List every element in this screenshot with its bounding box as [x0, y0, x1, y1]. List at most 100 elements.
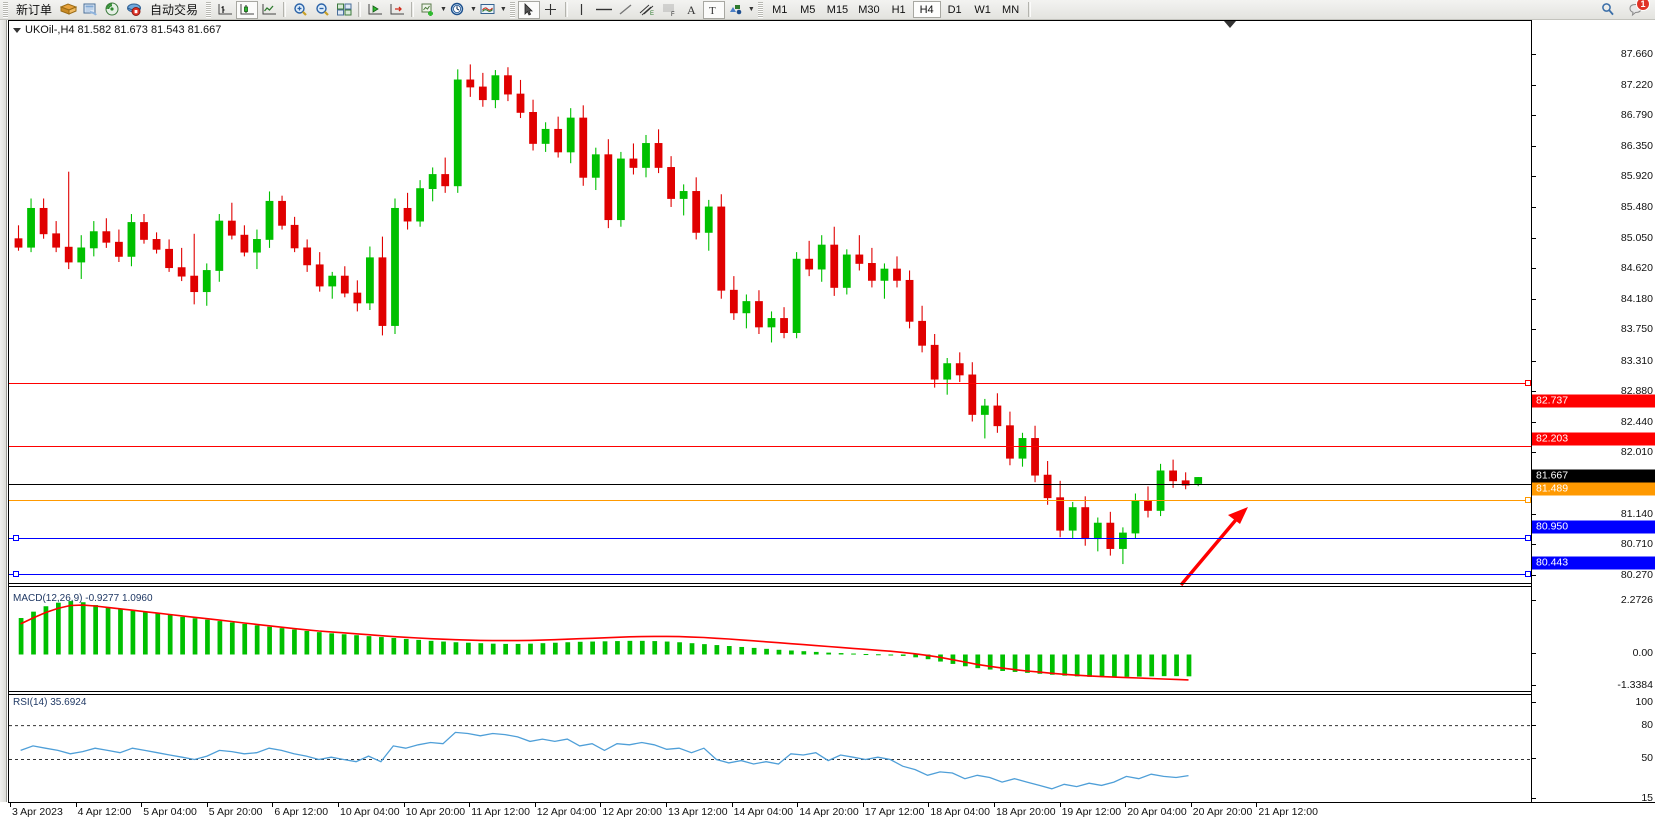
rsi-pane-label: RSI(14) 35.6924 [13, 697, 87, 708]
profiles-icon[interactable] [57, 1, 79, 19]
time-tick [994, 803, 995, 807]
rsi-tick [1532, 798, 1536, 799]
toolbar-right-group: 1 [1597, 0, 1655, 19]
price-tick [1532, 84, 1536, 86]
level-line-entry[interactable] [9, 500, 1531, 501]
toolbar-grip-2[interactable] [206, 1, 212, 18]
autotrade-button[interactable]: 自动交易 [145, 1, 203, 19]
equidistant-channel-icon[interactable]: E [637, 1, 659, 19]
chart-plot-area[interactable]: UKOil-,H4 81.582 81.673 81.543 81.667 MA… [8, 20, 1531, 802]
level-handle-target-2[interactable] [1525, 571, 1531, 577]
time-tick [10, 803, 11, 807]
price-label-resistance-1[interactable]: 82.203 [1532, 432, 1655, 446]
pane-separator-price-macd[interactable] [9, 583, 1531, 584]
level-handle-resistance-2[interactable] [1525, 380, 1531, 386]
time-tick [469, 803, 471, 807]
vertical-line-icon[interactable] [571, 1, 593, 19]
toolbar-grip-4[interactable] [757, 1, 763, 18]
timeframe-m5[interactable]: M5 [800, 3, 816, 16]
period-dropdown-arrow[interactable]: ▼ [469, 6, 477, 13]
main-toolbar: 新订单 自动交易 [0, 0, 1655, 20]
macd-tick-label: -1.3384 [1617, 679, 1653, 691]
price-tick-label: 80.710 [1620, 538, 1653, 550]
level-line-resistance-2[interactable] [9, 383, 1531, 384]
level-handle-target-1[interactable] [1525, 535, 1531, 541]
candlestick-chart-icon[interactable] [236, 0, 259, 19]
navigator-icon[interactable] [101, 1, 123, 19]
templates-dropdown-arrow[interactable]: ▼ [499, 6, 507, 13]
shift-end-icon[interactable] [364, 1, 386, 19]
cursor-icon[interactable] [517, 0, 540, 19]
price-tick [1532, 145, 1536, 147]
level-line-target-2[interactable] [9, 574, 1531, 575]
new-order-button[interactable]: 新订单 [11, 1, 57, 19]
macd-tick [1532, 600, 1536, 601]
pane-separator-macd-rsi[interactable] [9, 691, 1531, 692]
level-line-target-1[interactable] [9, 538, 1531, 539]
tile-windows-icon[interactable] [333, 1, 355, 19]
toolbar-grip-3[interactable] [509, 1, 515, 18]
shapes-dropdown-arrow[interactable]: ▼ [747, 6, 755, 13]
trendline-icon[interactable] [615, 1, 637, 19]
time-axis[interactable]: 3 Apr 2023 4 Apr 12:00 5 Apr 04:00 5 Apr 20… [8, 802, 1655, 824]
shapes-icon[interactable] [725, 1, 747, 19]
chart-top-marker[interactable] [1224, 21, 1236, 28]
timeframe-d1[interactable]: D1 [947, 3, 962, 16]
new-order-label: 新订单 [16, 3, 53, 17]
zoom-in-icon[interactable] [289, 1, 311, 19]
level-line-resistance-1[interactable] [9, 446, 1531, 447]
crosshair-icon[interactable] [540, 1, 562, 19]
autotrade-label: 自动交易 [150, 3, 199, 17]
level-handle-target-2-left[interactable] [13, 571, 19, 577]
time-tick [1059, 803, 1061, 807]
timeframe-h4[interactable]: H4 [912, 1, 941, 18]
level-handle-target-1-left[interactable] [13, 535, 19, 541]
zoom-out-icon[interactable] [311, 1, 333, 19]
macd-tick [1532, 685, 1536, 686]
chart-window[interactable]: UKOil-,H4 81.582 81.673 81.543 81.667 MA… [0, 20, 1655, 824]
price-tick-label: 83.750 [1620, 323, 1653, 336]
chart-canvas[interactable] [9, 21, 1531, 802]
time-tick-label: 3 Apr 2023 [12, 806, 63, 818]
level-handle-entry[interactable] [1525, 497, 1531, 503]
time-tick [141, 803, 143, 807]
price-label-target-1[interactable]: 80.950 [1532, 520, 1655, 534]
price-tick-label: 86.350 [1620, 139, 1653, 152]
add-indicator-icon[interactable] [417, 1, 439, 19]
timeframe-m1[interactable]: M1 [772, 3, 788, 16]
price-label-entry-line[interactable]: 81.489 [1532, 482, 1655, 496]
time-tick-label: 14 Apr 20:00 [799, 806, 859, 818]
rsi-tick-label: 100 [1635, 696, 1653, 708]
data-window-icon[interactable] [123, 1, 145, 19]
auto-scroll-icon[interactable] [386, 1, 408, 19]
search-icon[interactable] [1597, 1, 1619, 19]
time-tick-label: 18 Apr 20:00 [996, 806, 1056, 818]
price-label-current-price[interactable]: 81.667 [1532, 469, 1655, 483]
horizontal-line-icon[interactable] [593, 1, 615, 19]
price-label-target-2[interactable]: 80.443 [1532, 556, 1655, 570]
text-label-icon[interactable]: T [702, 0, 725, 19]
toolbar-grip[interactable] [3, 1, 8, 18]
timeframe-mn[interactable]: MN [1002, 3, 1020, 16]
timeframe-m15[interactable]: M15 [826, 3, 849, 16]
price-axis[interactable]: 87.660 87.220 86.790 86.350 85.920 85.480 85.0… [1531, 20, 1655, 804]
market-watch-icon[interactable] [79, 1, 101, 19]
price-tick [1532, 513, 1536, 515]
period-clock-icon[interactable] [447, 1, 469, 19]
notifications-button[interactable]: 1 [1625, 0, 1650, 19]
timeframe-h1[interactable]: H1 [891, 3, 906, 16]
rsi-tick-label: 80 [1641, 718, 1653, 731]
timeframe-w1[interactable]: W1 [974, 3, 991, 16]
price-label-resistance-2[interactable]: 82.737 [1532, 394, 1655, 408]
indicator-dropdown-arrow[interactable]: ▼ [440, 6, 447, 13]
fibonacci-icon[interactable]: F [659, 1, 681, 19]
candlestick-series [14, 64, 1203, 565]
line-chart-icon[interactable] [258, 1, 280, 19]
text-icon[interactable]: A [681, 1, 703, 19]
timeframe-m30[interactable]: M30 [858, 3, 880, 16]
chevron-down-icon[interactable] [13, 27, 21, 33]
templates-icon[interactable] [477, 1, 499, 19]
bar-chart-icon[interactable] [214, 1, 236, 19]
up-trend-arrow[interactable] [1179, 507, 1248, 587]
time-tick [75, 803, 77, 807]
